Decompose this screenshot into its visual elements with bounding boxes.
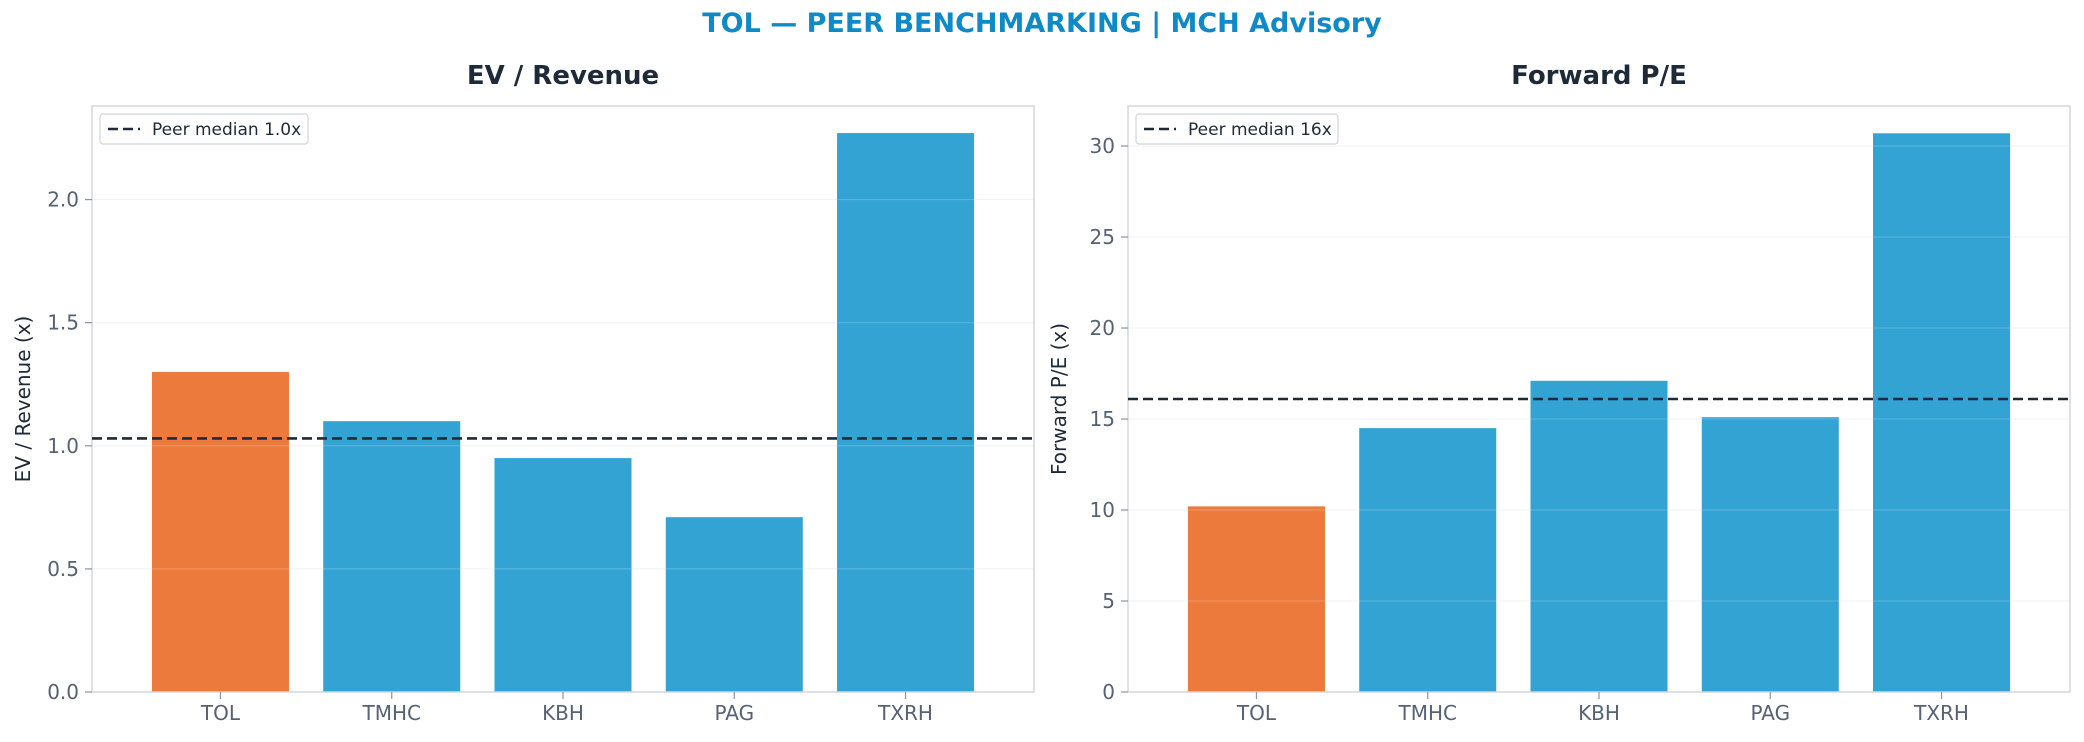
y-axis-label-2: Forward P/E (x): [1047, 323, 1071, 475]
xtick-label-2-tmhc: TMHC: [1397, 701, 1456, 725]
bar-1-pag: [665, 517, 803, 692]
ytick-label-2-0: 0: [1102, 680, 1115, 704]
bar-2-tmhc: [1359, 428, 1497, 692]
ytick-label-1-3: 1.5: [47, 311, 79, 335]
bar-1-tmhc: [323, 421, 461, 692]
bar-2-pag: [1701, 417, 1839, 692]
xtick-label-1-tmhc: TMHC: [361, 701, 420, 725]
legend-box-2: [1135, 113, 1339, 145]
xtick-label-2-kbh: KBH: [1578, 701, 1620, 725]
ytick-label-2-4: 20: [1090, 316, 1115, 340]
ytick-label-2-5: 25: [1090, 225, 1115, 249]
legend-label-2: Peer median 16x: [1188, 120, 1332, 140]
figure-title: TOL — PEER BENCHMARKING | MCH Advisory: [702, 8, 1382, 39]
xtick-label-2-tol: TOL: [1236, 701, 1277, 725]
bar-1-txrh: [837, 133, 975, 692]
ytick-label-2-3: 15: [1090, 407, 1115, 431]
panel-title-1: EV / Revenue: [467, 61, 659, 91]
xtick-label-2-txrh: TXRH: [1913, 701, 1969, 725]
xtick-label-1-pag: PAG: [714, 701, 754, 725]
ytick-label-2-1: 5: [1102, 589, 1115, 613]
panel-title-2: Forward P/E: [1511, 61, 1687, 91]
legend-label-1: Peer median 1.0x: [152, 120, 301, 140]
ytick-label-1-2: 1.0: [47, 434, 79, 458]
bar-1-kbh: [494, 458, 632, 692]
bar-2-kbh: [1530, 380, 1668, 692]
legend-box-1: [99, 113, 309, 145]
ytick-label-1-4: 2.0: [47, 188, 79, 212]
bar-2-txrh: [1873, 133, 2011, 692]
ytick-label-2-6: 30: [1090, 134, 1115, 158]
ytick-label-1-0: 0.0: [47, 680, 79, 704]
bar-1-tol: [151, 371, 289, 692]
bar-2-tol: [1187, 506, 1325, 692]
xtick-label-2-pag: PAG: [1750, 701, 1790, 725]
ytick-label-1-1: 0.5: [47, 557, 79, 581]
xtick-label-1-kbh: KBH: [542, 701, 584, 725]
y-axis-label-1: EV / Revenue (x): [11, 316, 35, 483]
ytick-label-2-2: 10: [1090, 498, 1115, 522]
xtick-label-1-tol: TOL: [200, 701, 241, 725]
xtick-label-1-txrh: TXRH: [877, 701, 933, 725]
